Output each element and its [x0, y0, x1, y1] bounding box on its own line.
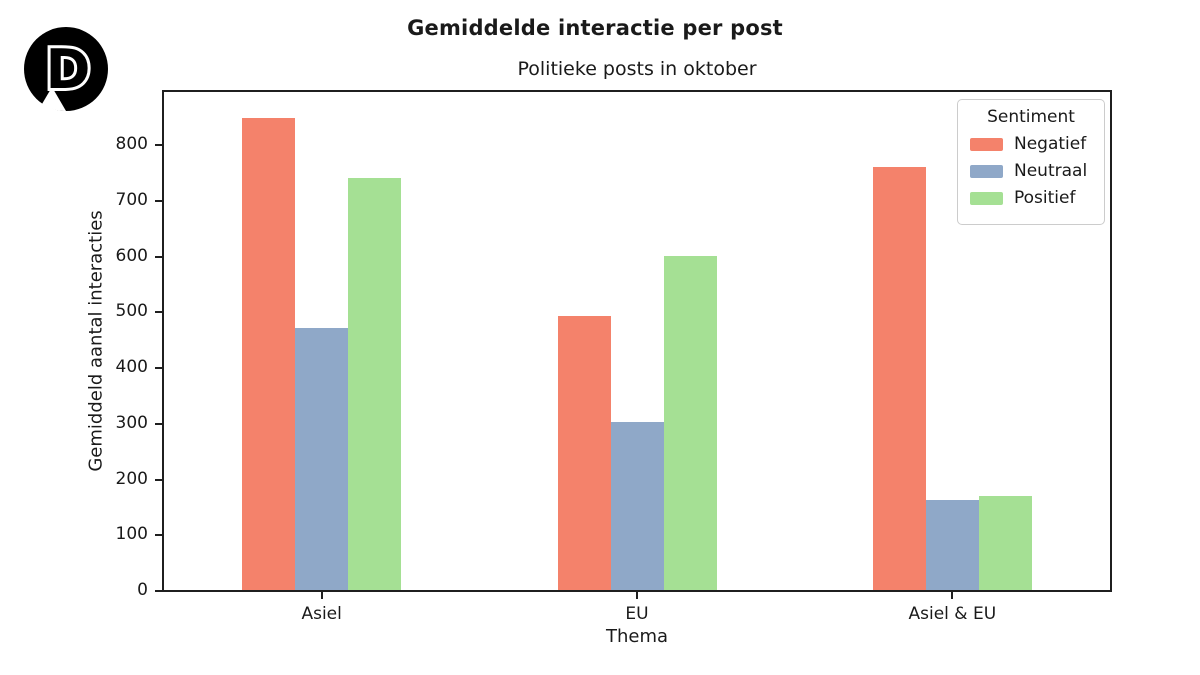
svg-text:D: D [46, 38, 91, 101]
bar-neutraal-asiel [295, 328, 349, 590]
y-tick-mark [155, 255, 162, 258]
legend-entry-positief: Positief [970, 188, 1094, 208]
legend-label: Positief [1014, 188, 1076, 208]
legend-label: Neutraal [1014, 161, 1088, 181]
positief-swatch-icon [970, 191, 1003, 205]
bar-neutraal-eu [610, 421, 664, 590]
axes-subtitle: Politieke posts in oktober [517, 58, 757, 80]
x-tick-mark [951, 592, 954, 599]
brand-logo: D [22, 25, 110, 113]
y-tick-label-800: 800 [115, 134, 148, 155]
x-tick-mark [636, 592, 638, 599]
legend-title: Sentiment [987, 107, 1075, 127]
bars-container: Asiel EU Asiel & EU 0 100 200 300 400 500 600 700 8… [116, 92, 1110, 624]
plot-area: Asiel EU Asiel & EU 0 100 200 300 400 500 600 700 8… [116, 90, 1112, 624]
y-tick-mark [155, 478, 162, 481]
y-tick-label-700: 700 [115, 190, 148, 211]
y-tick-label-200: 200 [115, 468, 148, 489]
bar-positief-asiel [348, 177, 402, 590]
x-tick-mark [320, 592, 323, 599]
x-tick-label-asiel: Asiel [301, 604, 342, 624]
legend-entry-neutraal: Neutraal [970, 161, 1094, 181]
legend: Sentiment Negatief Neutraal Positief [957, 99, 1105, 225]
negatief-swatch-icon [970, 137, 1003, 151]
y-tick-label-0: 0 [137, 580, 148, 600]
y-tick-mark [155, 367, 162, 370]
legend-entry-negatief: Negatief [970, 134, 1094, 154]
y-tick-mark [155, 590, 162, 592]
d-logo-icon: D [24, 27, 108, 112]
y-tick-label-100: 100 [115, 524, 148, 545]
bar-positief-eu [663, 255, 717, 590]
neutraal-swatch-icon [970, 164, 1003, 178]
x-tick-label-asiel-eu: Asiel & EU [908, 604, 997, 624]
y-tick-mark [155, 311, 162, 314]
y-tick-label-400: 400 [115, 357, 148, 378]
x-tick-label-eu: EU [625, 604, 649, 624]
y-tick-mark [155, 422, 162, 425]
bar-negatief-asiel-eu [872, 167, 926, 590]
y-tick-mark [155, 144, 162, 147]
y-axis-label: Gemiddeld aantal interacties [85, 210, 107, 472]
y-tick-label-500: 500 [115, 301, 148, 322]
y-tick-mark [155, 534, 162, 537]
y-tick-label-600: 600 [115, 245, 148, 266]
bar-negatief-asiel [242, 117, 296, 590]
x-axis-label: Thema [605, 626, 669, 647]
figure-title: Gemiddelde interactie per post [407, 16, 783, 40]
bar-positief-asiel-eu [978, 496, 1032, 590]
bar-negatief-eu [557, 315, 611, 590]
y-tick-label-300: 300 [115, 412, 148, 433]
legend-label: Negatief [1014, 134, 1087, 154]
y-tick-mark [155, 200, 162, 203]
bar-neutraal-asiel-eu [925, 500, 979, 590]
